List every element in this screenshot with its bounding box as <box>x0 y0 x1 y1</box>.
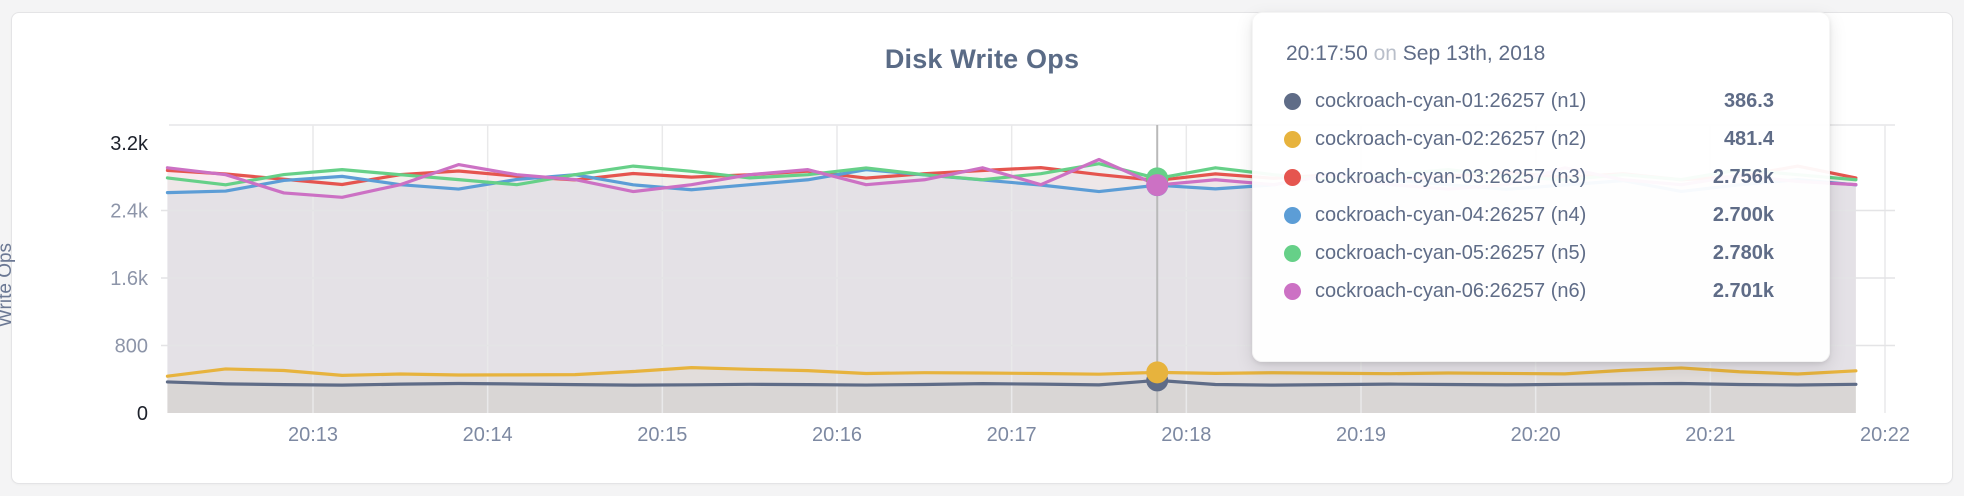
hover-point[interactable] <box>1146 361 1169 384</box>
tooltip-time: 20:17:50 <box>1286 42 1368 65</box>
series-line <box>165 378 1858 387</box>
chart-title: Disk Write Ops <box>884 44 1080 74</box>
series-value: 2.756k <box>1712 165 1774 188</box>
tooltip-row: cockroach-cyan-03:26257 (n3) 2.756k <box>1284 158 1774 196</box>
x-tick-label: 20:18 <box>1161 424 1211 446</box>
tooltip-series-list: cockroach-cyan-01:26257 (n1) 386.3 cockroa… <box>1284 82 1774 310</box>
y-tick-label: 800 <box>115 335 148 357</box>
series-color-dot-icon <box>1284 282 1301 300</box>
x-tick-label: 20:16 <box>812 424 862 446</box>
series-line <box>165 366 1858 378</box>
series-color-dot-icon <box>1284 168 1301 186</box>
series-name: cockroach-cyan-06:26257 (n6) <box>1315 279 1587 302</box>
series-color-dot-icon <box>1284 244 1301 262</box>
x-tick-label: 20:19 <box>1336 424 1386 446</box>
series-name: cockroach-cyan-04:26257 (n4) <box>1315 203 1587 226</box>
hover-tooltip: 20:17:50 on Sep 13th, 2018 cockroach-cya… <box>1252 12 1830 362</box>
tooltip-row: cockroach-cyan-06:26257 (n6) 2.701k <box>1284 272 1774 310</box>
x-tick-label: 20:22 <box>1860 424 1910 446</box>
series-value: 2.700k <box>1712 203 1774 226</box>
x-tick-label: 20:14 <box>463 424 513 446</box>
y-tick-label: 3.2k <box>110 133 149 155</box>
series-value: 2.701k <box>1712 279 1774 302</box>
series-value: 386.3 <box>1723 89 1774 112</box>
tooltip-connector: on <box>1373 42 1397 65</box>
series-color-dot-icon <box>1284 130 1301 148</box>
tooltip-row: cockroach-cyan-01:26257 (n1) 386.3 <box>1284 82 1774 120</box>
tooltip-timestamp: 20:17:50 on Sep 13th, 2018 <box>1286 42 1774 66</box>
x-tick-label: 20:13 <box>288 424 338 446</box>
series-name: cockroach-cyan-03:26257 (n3) <box>1315 165 1587 188</box>
x-tick-label: 20:15 <box>637 424 687 446</box>
series-value: 481.4 <box>1723 127 1774 150</box>
x-tick-label: 20:21 <box>1685 424 1735 446</box>
x-tick-label: 20:17 <box>987 424 1037 446</box>
tooltip-row: cockroach-cyan-04:26257 (n4) 2.700k <box>1284 196 1774 234</box>
series-name: cockroach-cyan-05:26257 (n5) <box>1315 241 1587 264</box>
series-name: cockroach-cyan-02:26257 (n2) <box>1315 127 1587 150</box>
series-color-dot-icon <box>1284 92 1301 110</box>
series-color-dot-icon <box>1284 206 1301 224</box>
y-tick-label: 0 <box>137 403 148 425</box>
tooltip-row: cockroach-cyan-05:26257 (n5) 2.780k <box>1284 234 1774 272</box>
y-tick-label: 2.4k <box>110 200 149 222</box>
tooltip-row: cockroach-cyan-02:26257 (n2) 481.4 <box>1284 120 1774 158</box>
series-name: cockroach-cyan-01:26257 (n1) <box>1315 89 1587 112</box>
y-tick-label: 1.6k <box>110 268 149 290</box>
series-value: 2.780k <box>1712 241 1774 264</box>
x-tick-label: 20:20 <box>1511 424 1561 446</box>
tooltip-date: Sep 13th, 2018 <box>1402 42 1546 65</box>
hover-point[interactable] <box>1146 174 1169 197</box>
